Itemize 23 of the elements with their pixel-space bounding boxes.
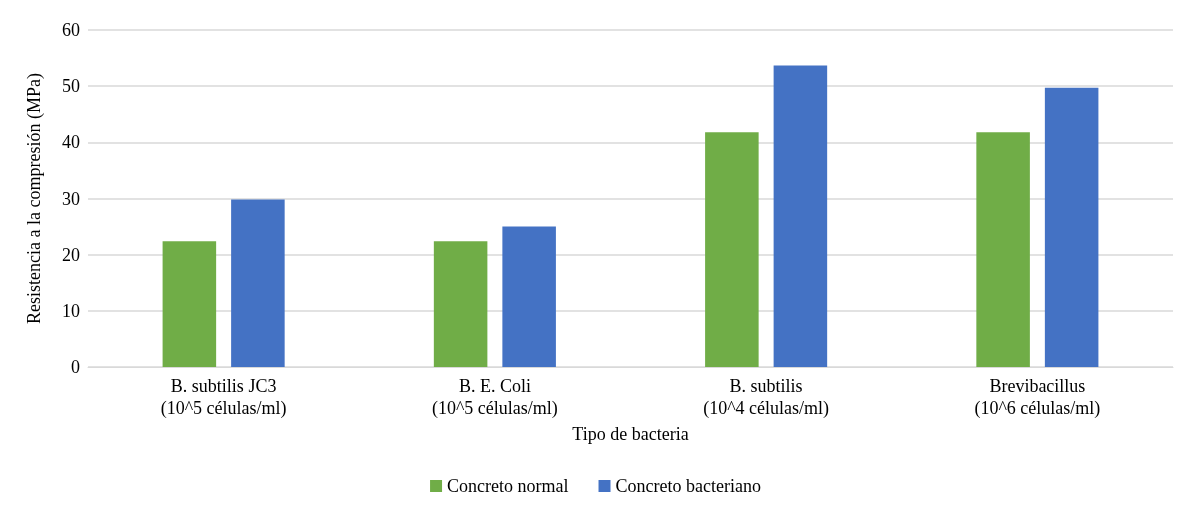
legend-label: Concreto bacteriano — [615, 476, 761, 496]
x-tick-label: B. subtilis JC3 (10^5 células/ml) — [160, 376, 287, 419]
y-tick-label: 40 — [62, 132, 80, 153]
x-tick-label: B. E. Coli (10^5 células/ml) — [431, 376, 558, 419]
y-tick-label: 60 — [62, 20, 80, 40]
bar — [773, 65, 828, 367]
bar — [162, 241, 217, 367]
bar — [502, 226, 556, 367]
x-axis-title: Tipo de bacteria — [572, 424, 689, 444]
legend-label: Concreto normal — [447, 476, 569, 496]
y-tick-label: 50 — [62, 76, 80, 97]
y-tick-label: 10 — [62, 300, 80, 321]
bar — [433, 241, 488, 367]
y-axis-title: Resistencia a la compresión (MPa) — [24, 73, 45, 324]
y-tick-label: 30 — [62, 188, 80, 209]
bar — [976, 132, 1030, 367]
bar — [1044, 87, 1099, 367]
x-tick-label: B. subtilis (10^4 células/ml) — [703, 376, 830, 419]
y-tick-label: 20 — [62, 244, 80, 265]
bar — [231, 199, 285, 367]
x-tick-label: Brevibacillus (10^6 células/ml) — [974, 376, 1101, 419]
y-tick-label: 0 — [71, 357, 80, 377]
bar — [705, 132, 759, 367]
